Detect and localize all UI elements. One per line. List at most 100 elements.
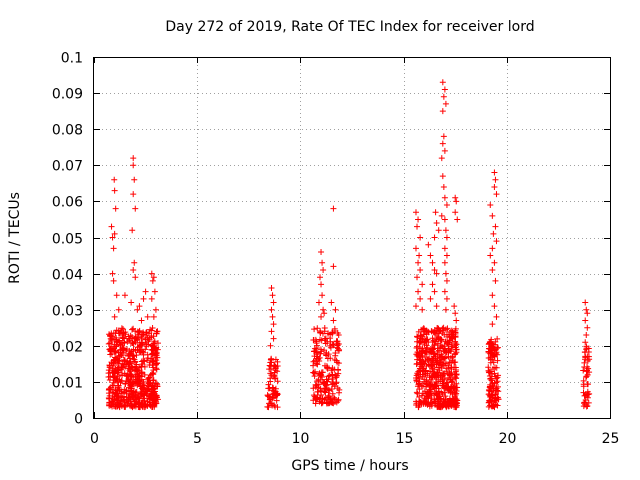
data-point	[105, 340, 112, 347]
y-tick-label: 0.1	[61, 51, 83, 67]
data-point	[325, 330, 332, 337]
data-point	[420, 325, 427, 332]
data-point	[315, 299, 322, 306]
data-point	[487, 345, 494, 352]
data-point	[485, 369, 492, 376]
data-point	[487, 394, 494, 401]
data-point	[333, 338, 340, 345]
data-point	[149, 346, 156, 353]
data-point	[493, 191, 500, 198]
data-point	[138, 391, 145, 398]
data-point	[416, 378, 423, 385]
data-point	[108, 330, 115, 337]
data-point	[117, 342, 124, 349]
data-point	[417, 295, 424, 302]
data-point	[420, 358, 427, 365]
chart-title: Day 272 of 2019, Rate Of TEC Index for r…	[165, 19, 534, 35]
data-point	[267, 363, 274, 370]
data-point	[419, 350, 426, 357]
data-point	[117, 392, 124, 399]
data-point	[132, 335, 139, 342]
data-point	[130, 353, 137, 360]
data-point	[136, 303, 143, 310]
data-point	[310, 358, 317, 365]
data-point	[147, 359, 154, 366]
data-point	[152, 354, 159, 361]
data-point	[438, 212, 445, 219]
data-point	[492, 176, 499, 183]
data-point	[329, 379, 336, 386]
data-point	[428, 373, 435, 380]
data-point	[274, 368, 281, 375]
data-point	[415, 402, 422, 409]
data-point	[439, 140, 446, 147]
data-point	[123, 361, 130, 368]
data-point	[425, 393, 432, 400]
data-point	[434, 368, 441, 375]
data-point	[417, 266, 424, 273]
data-point	[419, 371, 426, 378]
data-point	[491, 169, 498, 176]
data-point	[314, 388, 321, 395]
data-point	[129, 326, 136, 333]
data-point	[584, 310, 591, 317]
data-point	[322, 362, 329, 369]
data-point	[118, 325, 125, 332]
data-point	[442, 338, 449, 345]
data-point	[445, 362, 452, 369]
data-point	[432, 390, 439, 397]
data-point	[137, 342, 144, 349]
data-point	[440, 133, 447, 140]
data-point	[317, 329, 324, 336]
data-point	[492, 223, 499, 230]
data-point	[272, 375, 279, 382]
data-point	[447, 376, 454, 383]
data-point	[323, 349, 330, 356]
data-point	[117, 352, 124, 359]
data-point	[117, 328, 124, 335]
data-point	[151, 390, 158, 397]
data-point	[133, 389, 140, 396]
data-point	[109, 234, 116, 241]
plot-frame	[93, 57, 611, 419]
data-point	[443, 379, 450, 386]
data-point	[324, 365, 331, 372]
data-point	[439, 353, 446, 360]
data-point	[447, 389, 454, 396]
data-point	[121, 356, 128, 363]
data-point	[441, 376, 448, 383]
data-point	[269, 313, 276, 320]
data-point	[330, 341, 337, 348]
data-point	[443, 295, 450, 302]
data-points	[105, 79, 593, 411]
data-point	[494, 357, 501, 364]
data-point	[318, 337, 325, 344]
data-point	[434, 396, 441, 403]
data-point	[124, 399, 131, 406]
data-point	[152, 395, 159, 402]
y-tick-label: 0.06	[52, 195, 83, 211]
data-point	[138, 373, 145, 380]
data-point	[138, 317, 145, 324]
data-point	[489, 212, 496, 219]
data-point	[115, 364, 122, 371]
data-point	[331, 383, 338, 390]
data-point	[332, 349, 339, 356]
data-point	[434, 333, 441, 340]
data-point	[140, 403, 147, 410]
data-point	[152, 306, 159, 313]
y-tick-label: 0.08	[52, 123, 83, 139]
data-point	[310, 385, 317, 392]
data-point	[580, 383, 587, 390]
data-point	[144, 403, 151, 410]
data-point	[452, 340, 459, 347]
data-point	[119, 371, 126, 378]
data-point	[424, 336, 431, 343]
data-point	[142, 346, 149, 353]
data-point	[442, 270, 449, 277]
data-point	[419, 281, 426, 288]
data-point	[112, 354, 119, 361]
data-point	[581, 359, 588, 366]
data-point	[335, 396, 342, 403]
data-point	[441, 389, 448, 396]
